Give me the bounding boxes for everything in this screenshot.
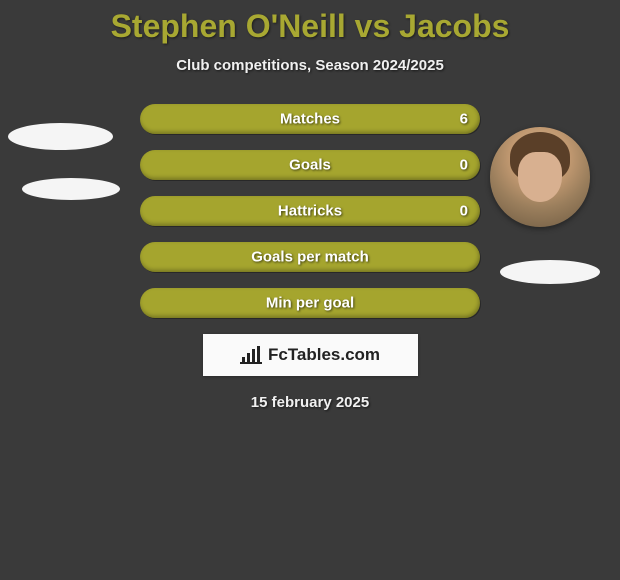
stat-label: Matches (280, 111, 340, 128)
stat-value-right: 0 (460, 203, 468, 220)
subtitle: Club competitions, Season 2024/2025 (0, 57, 620, 74)
stat-value-right: 0 (460, 157, 468, 174)
barchart-icon (240, 346, 262, 364)
player2-avatar (490, 127, 590, 227)
stat-row-goals: Goals 0 (140, 150, 480, 180)
stat-row-min-per-goal: Min per goal (140, 288, 480, 318)
stat-label: Hattricks (278, 203, 342, 220)
stat-label: Min per goal (266, 295, 354, 312)
stat-value-right: 6 (460, 111, 468, 128)
stat-row-matches: Matches 6 (140, 104, 480, 134)
player1-club-placeholder (22, 178, 120, 200)
player1-avatar-placeholder (8, 123, 113, 150)
logo-text: FcTables.com (268, 345, 380, 365)
player2-club-placeholder (500, 260, 600, 284)
source-logo: FcTables.com (203, 334, 418, 376)
stat-label: Goals per match (251, 249, 369, 266)
stat-row-goals-per-match: Goals per match (140, 242, 480, 272)
page-title: Stephen O'Neill vs Jacobs (0, 0, 620, 45)
stat-row-hattricks: Hattricks 0 (140, 196, 480, 226)
date-label: 15 february 2025 (0, 394, 620, 411)
stat-label: Goals (289, 157, 331, 174)
